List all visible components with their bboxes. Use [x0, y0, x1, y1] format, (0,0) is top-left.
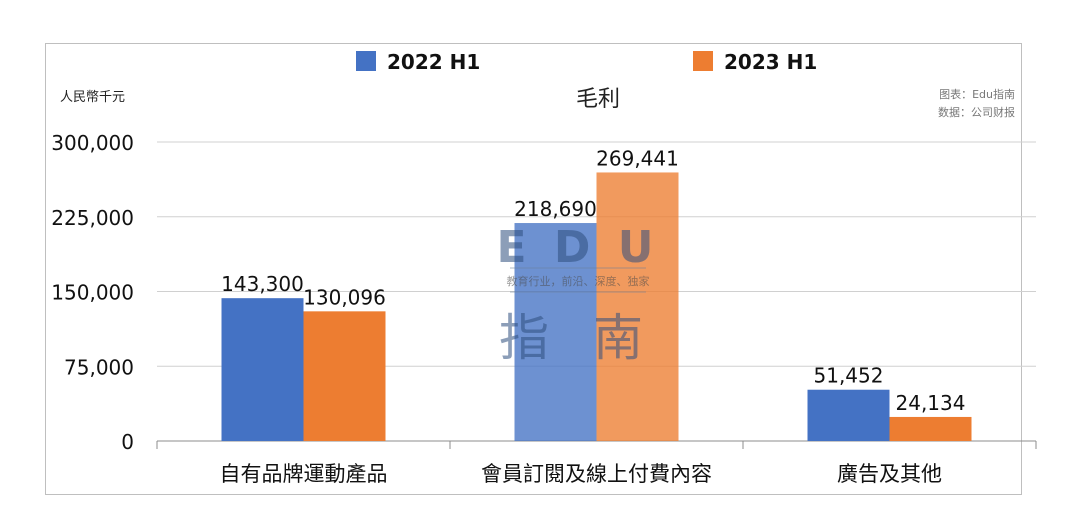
bars: [221, 172, 972, 441]
y-tick-label: 300,000: [51, 131, 134, 155]
bar-2023: [303, 311, 386, 441]
legend-swatch-1: [693, 51, 713, 71]
y-tick-label: 0: [121, 430, 134, 454]
legend-label-0: 2022 H1: [387, 50, 480, 74]
legend: 2022 H1 2023 H1: [356, 50, 817, 74]
y-tick-label: 75,000: [64, 355, 134, 379]
x-tick-label: 會員訂閱及線上付費內容: [481, 462, 712, 486]
bar-value-label: 24,134: [896, 391, 966, 415]
bar-value-label: 130,096: [303, 285, 386, 309]
watermark-chars: 指 南: [499, 309, 657, 367]
bar-value-label: 51,452: [814, 364, 884, 388]
bar-value-label: 218,690: [514, 197, 597, 221]
x-tick-label: 廣告及其他: [837, 462, 942, 486]
chart-title: 毛利: [576, 87, 620, 112]
bar-2023: [889, 416, 972, 441]
watermark-tagline: 教育行业，前沿、深度、独家: [507, 274, 650, 288]
y-tick-label: 225,000: [51, 206, 134, 230]
bar-2022: [514, 223, 597, 441]
bar-2022: [807, 389, 890, 441]
bar-value-label: 143,300: [221, 272, 304, 296]
watermark-logo-text: E D U: [497, 222, 660, 273]
x-tick-label: 自有品牌運動產品: [220, 462, 388, 486]
bar-value-label: 269,441: [596, 146, 679, 170]
legend-swatch-0: [356, 51, 376, 71]
labels: 0 75,000 150,000 225,000 300,000 143,300130,0…: [51, 131, 965, 486]
source-line-data: 数据：公司财报: [938, 105, 1015, 119]
y-unit-label: 人民幣千元: [60, 90, 125, 105]
chart-frame: [45, 43, 1022, 495]
bar-2023: [596, 172, 679, 441]
legend-label-1: 2023 H1: [724, 50, 817, 74]
y-tick-label: 150,000: [51, 281, 134, 305]
source-line-chart: 图表：Edu指南: [939, 87, 1015, 101]
bar-2022: [221, 298, 304, 441]
